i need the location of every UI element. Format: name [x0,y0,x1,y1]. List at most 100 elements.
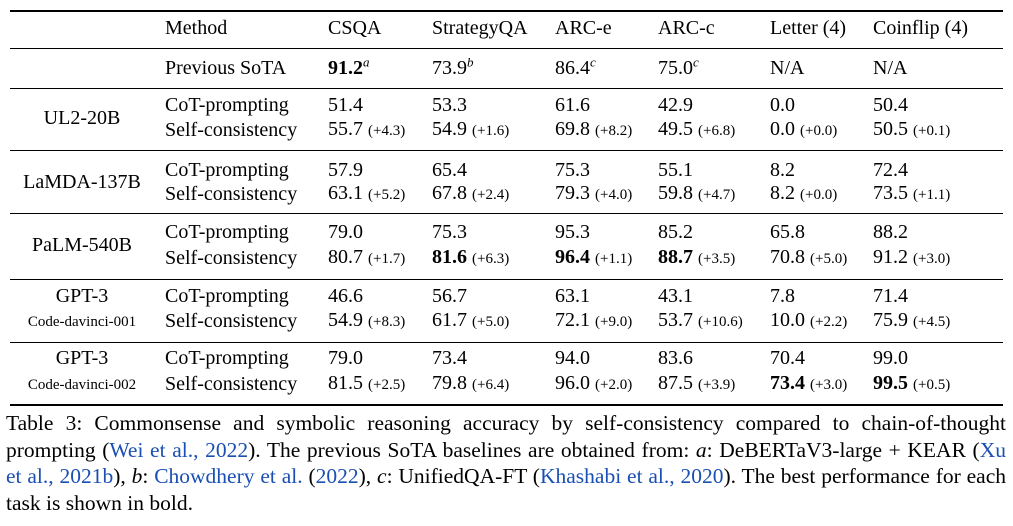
table-cell: 83.6 [658,347,693,369]
table-cell: 67.8 (+2.4) [432,182,509,206]
cell-value: 73.5 [873,182,908,204]
table-cell: 73.4 [432,347,467,369]
cell-delta: (+8.3) [368,314,406,330]
table-cell: 50.4 [873,94,908,116]
column-header: ARC-c [658,17,715,39]
table-cell: 70.8 (+5.0) [770,246,847,270]
cell-value: 55.1 [658,159,693,181]
column-header: ARC-e [555,17,612,39]
table-cell: 63.1 [555,285,590,307]
table-cell: 10.0 (+2.2) [770,309,847,333]
cell-note: b [467,54,474,70]
cell-value: 99.0 [873,347,908,369]
citation-link: Xu et al., 2021b [6,437,1006,489]
cell-delta: (+0.5) [913,377,951,393]
table-cell: 54.9 (+8.3) [328,309,405,333]
cell-value: 88.2 [873,221,908,243]
cell-value: 73.4 [432,347,467,369]
table-cell: 86.4c [555,54,596,79]
table-cell: 65.8 [770,221,805,243]
table-cell: 59.8 (+4.7) [658,182,735,206]
cell-delta: (+8.2) [595,123,633,139]
cell-value: N/A [770,57,805,79]
table-cell: 96.4 (+1.1) [555,246,632,270]
table-cell: 81.5 (+2.5) [328,372,405,396]
table-cell: 95.3 [555,221,590,243]
cell-value: 70.8 [770,246,805,268]
cell-value: N/A [873,57,908,79]
table-cell: 79.0 [328,347,363,369]
cell-delta: (+4.7) [698,187,736,203]
table-cell: 91.2 (+3.0) [873,246,950,270]
row-method: CoT-prompting [165,221,289,243]
cell-value: 80.7 [328,246,363,268]
table-cell: 51.4 [328,94,363,116]
row-method: CoT-prompting [165,159,289,181]
table-cell: 75.3 [555,159,590,181]
table-cell: 43.1 [658,285,693,307]
table-cell: 8.2 (+0.0) [770,182,837,206]
table-cell: 46.6 [328,285,363,307]
cell-note: c [590,54,596,70]
column-header: StrategyQA [432,17,528,39]
row-method: CoT-prompting [165,285,289,307]
table-cell: 55.7 (+4.3) [328,118,405,142]
table-cell: 91.2a [328,55,370,79]
column-header: Method [165,17,228,39]
table-cell: 56.7 [432,285,467,307]
table-cell: 65.4 [432,159,467,181]
cell-value: 46.6 [328,285,363,307]
caption-text: ). The best performance for each task is… [6,464,1006,515]
cell-delta: (+5.2) [368,187,406,203]
cell-value: 42.9 [658,94,693,116]
caption-text: ), [113,464,132,488]
cell-value: 73.4 [770,372,805,394]
table-cell: 50.5 (+0.1) [873,118,950,142]
cell-value: 85.2 [658,221,693,243]
table-cell: 8.2 [770,159,795,181]
column-header: Coinflip (4) [873,17,968,39]
cell-value: 75.3 [555,159,590,181]
cell-value: 65.8 [770,221,805,243]
cell-delta: (+1.6) [472,123,510,139]
cell-delta: (+9.0) [595,314,633,330]
citation-link: 2022 [315,464,359,488]
cell-value: 61.7 [432,309,467,331]
table-cell: 54.9 (+1.6) [432,118,509,142]
cell-value: 96.4 [555,246,590,268]
cell-value: 87.5 [658,372,693,394]
cell-delta: (+3.0) [810,377,848,393]
cell-delta: (+3.9) [698,377,736,393]
cell-value: 72.4 [873,159,908,181]
row-method: CoT-prompting [165,94,289,116]
cell-value: 95.3 [555,221,590,243]
table-cell: 81.6 (+6.3) [432,246,509,270]
table-cell: 79.8 (+6.4) [432,372,509,396]
caption-text: b [131,464,143,488]
cell-delta: (+3.0) [913,251,951,267]
cell-value: 10.0 [770,309,805,331]
caption-text: ( [302,464,316,488]
model-name: PaLM-540B [32,234,132,256]
table-cell: N/A [873,57,907,79]
cell-value: 99.5 [873,372,908,394]
cell-value: 53.7 [658,309,693,331]
table-cell: 73.4 (+3.0) [770,372,847,396]
cell-delta: (+2.2) [810,314,848,330]
table-cell: 87.5 (+3.9) [658,372,735,396]
cell-value: 8.2 [770,159,795,181]
cell-delta: (+1.1) [595,251,633,267]
cell-value: 59.8 [658,182,693,204]
table-cell: 99.5 (+0.5) [873,372,950,396]
table-cell: 96.0 (+2.0) [555,372,632,396]
table-cell: 99.0 [873,347,908,369]
cell-value: 53.3 [432,94,467,116]
table-rule [10,213,1003,214]
table-rule [10,88,1003,89]
cell-delta: (+10.6) [698,314,743,330]
cell-value: 75.3 [432,221,467,243]
cell-value: 67.8 [432,182,467,204]
table-cell: 75.3 [432,221,467,243]
cell-value: 8.2 [770,182,795,204]
cell-value: 54.9 [432,118,467,140]
